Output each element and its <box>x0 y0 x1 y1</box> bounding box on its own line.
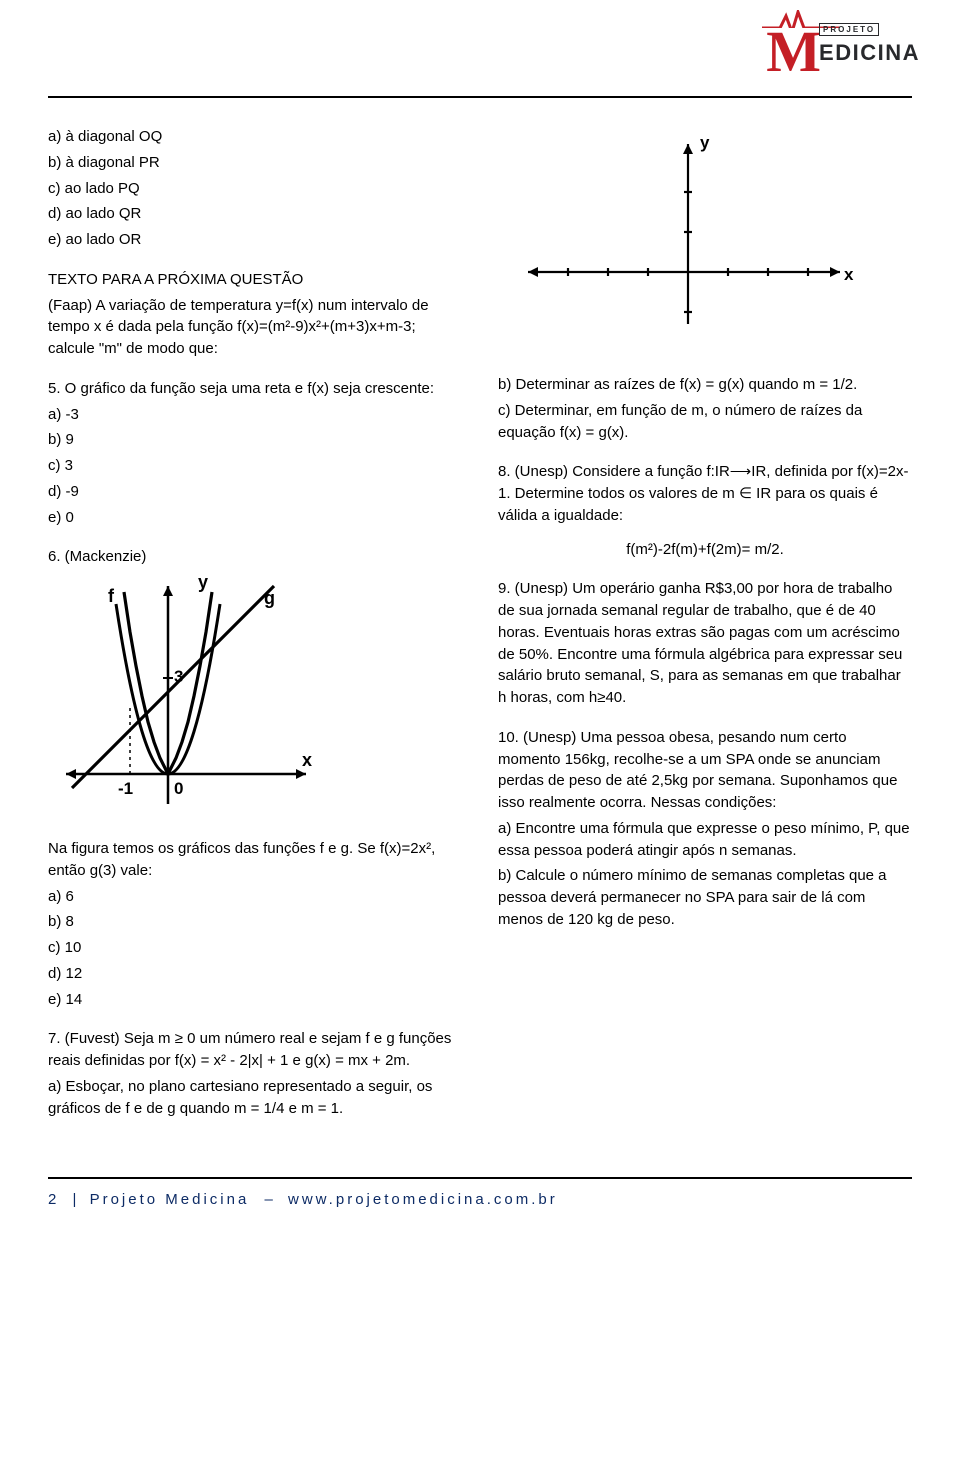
texto-heading: TEXTO PARA A PRÓXIMA QUESTÃO <box>48 269 462 291</box>
q8-stem: 8. (Unesp) Considere a função f:IR⟶IR, d… <box>498 461 912 526</box>
q6-stem: Na figura temos os gráficos das funções … <box>48 838 462 882</box>
question-9: 9. (Unesp) Um operário ganha R$3,00 por … <box>498 578 912 709</box>
q10-a: a) Encontre uma fórmula que expresse o p… <box>498 818 912 862</box>
footer-label: Projeto Medicina <box>90 1191 250 1208</box>
q6-c: c) 10 <box>48 937 462 959</box>
q8-formula: f(m²)-2f(m)+f(2m)= m/2. <box>498 539 912 561</box>
opt-d: d) ao lado QR <box>48 203 462 225</box>
q6-a: a) 6 <box>48 886 462 908</box>
footer-divider <box>48 1177 912 1189</box>
q10-b: b) Calcule o número mínimo de semanas co… <box>498 865 912 930</box>
q5-e: e) 0 <box>48 507 462 529</box>
q5-stem: 5. O gráfico da função seja uma reta e f… <box>48 378 462 400</box>
svg-text:y: y <box>700 133 710 152</box>
q7-bc: b) Determinar as raízes de f(x) = g(x) q… <box>498 374 912 443</box>
footer-page-num: 2 <box>48 1191 59 1208</box>
svg-text:0: 0 <box>174 779 183 798</box>
logo-edicina: EDICINA <box>819 37 920 69</box>
content-columns: a) à diagonal OQ b) à diagonal PR c) ao … <box>48 126 912 1137</box>
q5-a: a) -3 <box>48 404 462 426</box>
q6-heading: 6. (Mackenzie) <box>48 546 462 568</box>
q6-e: e) 14 <box>48 989 462 1011</box>
brand-logo: M PROJETO EDICINA <box>766 10 920 75</box>
left-column: a) à diagonal OQ b) à diagonal PR c) ao … <box>48 126 462 1137</box>
logo-projeto: PROJETO <box>819 23 879 37</box>
svg-text:x: x <box>844 265 854 284</box>
question-8: 8. (Unesp) Considere a função f:IR⟶IR, d… <box>498 461 912 560</box>
question-7: 7. (Fuvest) Seja m ≥ 0 um número real e … <box>48 1028 462 1119</box>
footer-pipe: | <box>73 1191 77 1208</box>
q7-b: b) Determinar as raízes de f(x) = g(x) q… <box>498 374 912 396</box>
svg-text:y: y <box>198 574 208 592</box>
right-column: y x b) Determinar as raízes de f(x) = g(… <box>498 126 912 1137</box>
q6-after: Na figura temos os gráficos das funções … <box>48 838 462 1010</box>
opt-b: b) à diagonal PR <box>48 152 462 174</box>
opt-a: a) à diagonal OQ <box>48 126 462 148</box>
svg-text:-1: -1 <box>118 779 133 798</box>
q6-b: b) 8 <box>48 911 462 933</box>
q5-c: c) 3 <box>48 455 462 477</box>
q7-stem: 7. (Fuvest) Seja m ≥ 0 um número real e … <box>48 1028 462 1072</box>
q6-d: d) 12 <box>48 963 462 985</box>
svg-text:g: g <box>264 588 275 608</box>
svg-text:3: 3 <box>174 667 183 686</box>
opt-e: e) ao lado OR <box>48 229 462 251</box>
footer-url: www.projetomedicina.com.br <box>288 1191 558 1208</box>
q5-d: d) -9 <box>48 481 462 503</box>
question-5: 5. O gráfico da função seja uma reta e f… <box>48 378 462 529</box>
logo-letter-m: M <box>766 29 821 75</box>
q9-text: 9. (Unesp) Um operário ganha R$3,00 por … <box>498 578 912 709</box>
opt-c: c) ao lado PQ <box>48 178 462 200</box>
q7-c: c) Determinar, em função de m, o número … <box>498 400 912 444</box>
texto-proxima-questao: TEXTO PARA A PRÓXIMA QUESTÃO (Faap) A va… <box>48 269 462 360</box>
q10-stem: 10. (Unesp) Uma pessoa obesa, pesando nu… <box>498 727 912 814</box>
q7-a: a) Esboçar, no plano cartesiano represen… <box>48 1076 462 1120</box>
faap-text: (Faap) A variação de temperatura y=f(x) … <box>48 295 462 360</box>
q6-chart: y x f g 3 -1 0 <box>58 574 318 824</box>
header-divider <box>48 96 912 98</box>
prev-question-options: a) à diagonal OQ b) à diagonal PR c) ao … <box>48 126 462 251</box>
q7-axes-chart: y x <box>518 132 858 332</box>
footer-sep: – <box>265 1191 273 1208</box>
question-10: 10. (Unesp) Uma pessoa obesa, pesando nu… <box>498 727 912 931</box>
svg-text:f: f <box>108 586 115 606</box>
q5-b: b) 9 <box>48 429 462 451</box>
svg-text:x: x <box>302 750 312 770</box>
page-footer: 2 | Projeto Medicina – www.projetomedici… <box>48 1189 912 1229</box>
